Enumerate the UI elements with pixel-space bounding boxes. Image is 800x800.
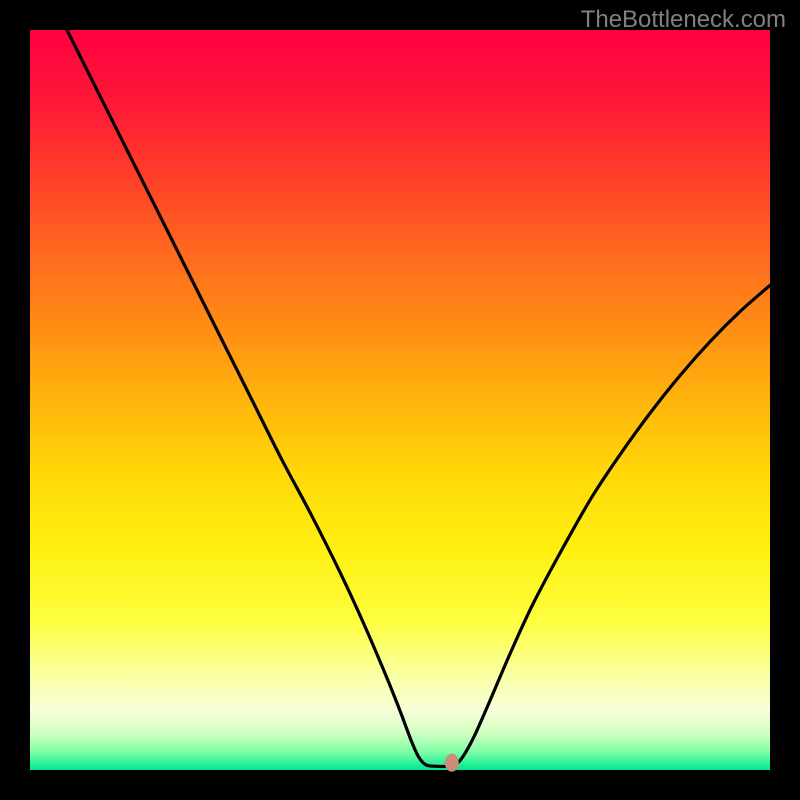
watermark-text: TheBottleneck.com	[581, 6, 786, 34]
plot-area	[30, 30, 770, 770]
optimum-marker	[445, 754, 459, 772]
plot-svg	[30, 30, 770, 770]
chart-container: TheBottleneck.com	[0, 0, 800, 800]
